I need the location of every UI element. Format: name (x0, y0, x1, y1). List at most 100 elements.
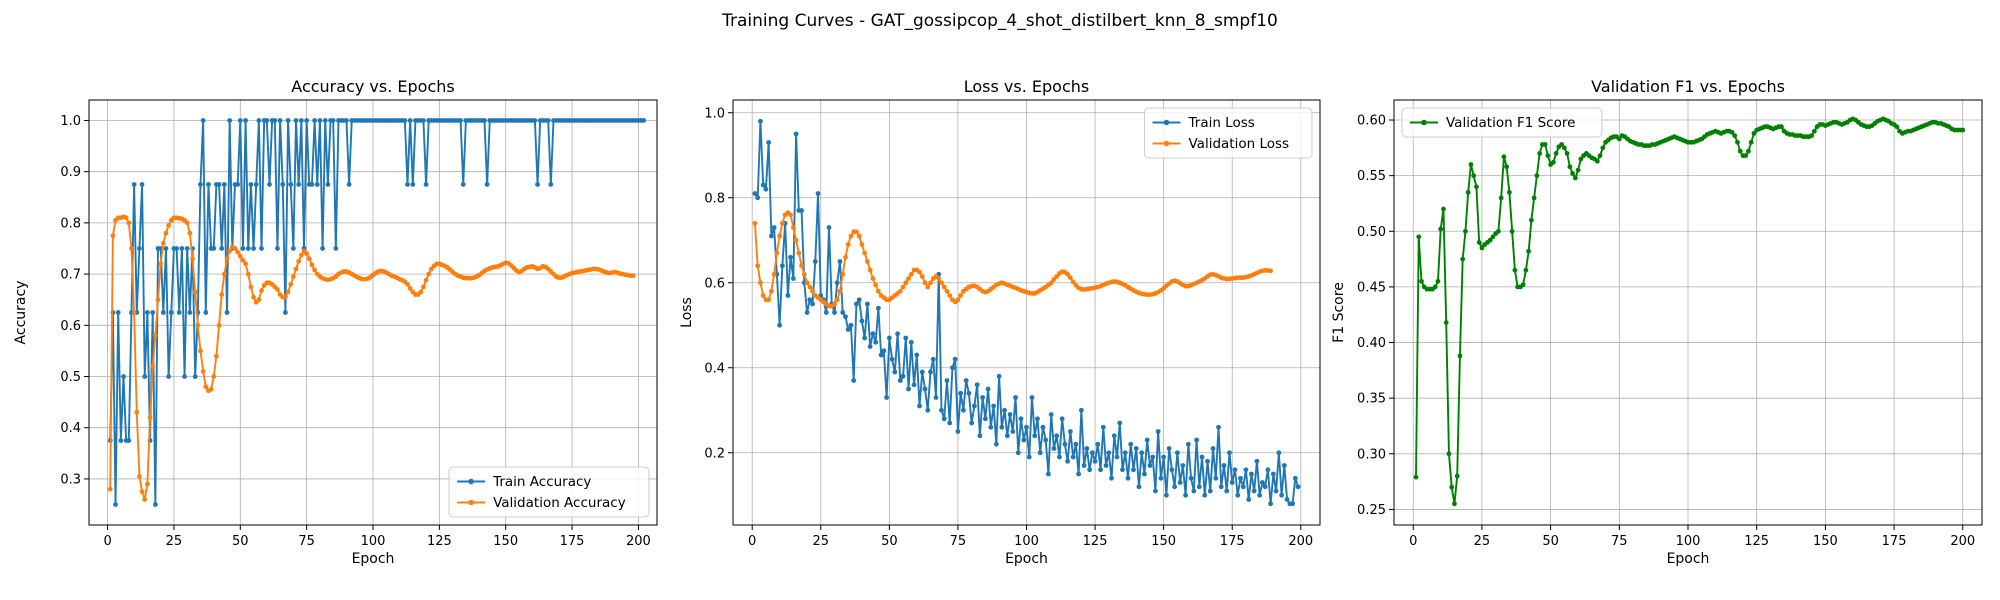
validation-f1-score-point (1501, 154, 1507, 160)
y-tick-label: 0.40 (1357, 336, 1386, 351)
train-loss-point (1013, 395, 1018, 400)
y-tick-label: 0.4 (704, 361, 725, 376)
x-tick-label: 50 (881, 534, 898, 549)
validation-loss-point (854, 229, 859, 235)
train-loss-point (1246, 497, 1252, 502)
validation-accuracy-point (240, 257, 246, 263)
train-loss-point (988, 424, 994, 430)
train-accuracy-point (168, 310, 174, 315)
legend-swatch-marker (1163, 119, 1170, 126)
train-loss-point (906, 386, 911, 392)
train-loss-point (760, 182, 766, 188)
train-loss-point (1150, 454, 1156, 460)
validation-loss-point (944, 288, 950, 294)
f1-chart-title: Validation F1 vs. Epochs (1591, 77, 1785, 96)
train-loss-point (908, 339, 914, 345)
validation-f1-score-point (1509, 228, 1515, 234)
train-loss-point (1232, 467, 1238, 473)
train-loss-point (961, 407, 966, 413)
validation-f1-score-point (1487, 237, 1493, 243)
validation-accuracy-point (630, 273, 636, 279)
validation-f1-score-point (1413, 474, 1419, 480)
validation-accuracy-point (163, 230, 169, 236)
train-loss-point (793, 131, 799, 137)
validation-loss-point (1065, 271, 1071, 277)
train-loss-point (1161, 454, 1167, 460)
validation-f1-score-point (1751, 130, 1757, 136)
x-tick-label: 0 (103, 534, 111, 549)
validation-f1-score-point (1570, 171, 1575, 176)
train-accuracy-point (245, 246, 251, 251)
validation-f1-score-point (1729, 129, 1735, 135)
accuracy-legend: Train Accuracy Validation Accuracy (448, 466, 650, 518)
y-tick-label: 0.45 (1357, 280, 1386, 295)
validation-accuracy-point (123, 215, 129, 221)
train-loss-point (867, 344, 873, 349)
legend-box (448, 466, 650, 518)
validation-loss-point (867, 267, 873, 273)
train-loss-point (941, 416, 947, 422)
train-loss-point (1007, 412, 1013, 417)
train-loss-point (1021, 437, 1027, 443)
validation-loss-point (790, 225, 796, 230)
y-tick-label: 0.25 (1357, 503, 1386, 518)
validation-f1-score-point (1468, 162, 1474, 167)
train-accuracy-point (224, 310, 230, 315)
x-tick-label: 125 (427, 534, 452, 549)
validation-accuracy-point (227, 248, 233, 254)
validation-loss-point (947, 293, 953, 298)
train-accuracy-point (219, 246, 225, 251)
train-loss-point (1065, 458, 1071, 464)
train-loss-point (1043, 437, 1049, 443)
train-accuracy-point (150, 310, 156, 315)
validation-loss-point (936, 276, 942, 281)
train-accuracy-point (298, 118, 304, 123)
train-accuracy-point (216, 182, 222, 187)
train-accuracy-point (192, 374, 198, 379)
train-loss-point (966, 390, 972, 396)
validation-f1-score-point (1575, 167, 1581, 173)
train-accuracy-point (182, 374, 187, 379)
f1-y-axis-label: F1 Score (1331, 282, 1347, 343)
x-tick-label: 200 (1288, 534, 1313, 549)
train-loss-point (1144, 437, 1150, 443)
train-loss-point (1142, 471, 1147, 477)
validation-loss-point (1048, 280, 1054, 286)
train-loss-point (1238, 475, 1243, 481)
train-loss-point (1240, 484, 1246, 490)
y-tick-label: 0.3 (60, 472, 81, 487)
validation-f1-score-point (1446, 451, 1452, 457)
validation-accuracy-point (256, 297, 262, 303)
validation-f1-score-point (1504, 164, 1510, 170)
train-loss-point (758, 118, 763, 124)
validation-accuracy-point (224, 256, 230, 262)
train-accuracy-point (227, 118, 233, 123)
train-accuracy-point (179, 246, 185, 251)
y-tick-label: 0.30 (1357, 447, 1386, 462)
f1-score-axes-frame (1393, 99, 1983, 526)
train-loss-point (826, 225, 832, 230)
train-loss-point (1276, 450, 1282, 456)
validation-f1-score-point (1531, 195, 1537, 201)
loss-gridlines (733, 100, 1320, 525)
train-loss-point (1076, 471, 1082, 477)
train-loss-point (1243, 467, 1249, 473)
validation-f1-score-point (1457, 353, 1463, 359)
validation-loss-point (843, 254, 848, 260)
validation-accuracy-point (139, 489, 145, 495)
train-loss-point (993, 441, 999, 447)
train-loss-point (840, 310, 846, 315)
train-accuracy-point (131, 182, 137, 187)
validation-accuracy-point (298, 252, 304, 258)
x-tick-label: 175 (560, 534, 585, 549)
train-accuracy-point (325, 182, 331, 187)
validation-loss-point (840, 271, 846, 277)
validation-f1-score-point (1567, 164, 1573, 170)
accuracy-chart-title: Accuracy vs. Epochs (291, 77, 454, 96)
train-accuracy-point (290, 246, 296, 251)
validation-loss-point (804, 280, 810, 286)
validation-f1-score-point (1735, 139, 1740, 145)
train-accuracy-point (545, 118, 551, 123)
validation-accuracy-point (248, 284, 254, 290)
validation-accuracy-point (219, 292, 225, 297)
